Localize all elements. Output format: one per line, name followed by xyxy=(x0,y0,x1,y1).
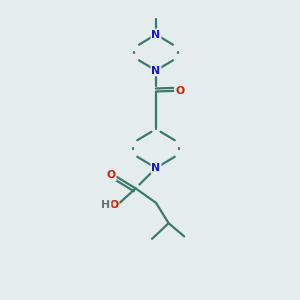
Text: N: N xyxy=(152,163,160,173)
Text: N: N xyxy=(152,65,160,76)
Text: O: O xyxy=(106,170,116,181)
Text: O: O xyxy=(110,200,118,210)
Text: N: N xyxy=(152,29,160,40)
Text: O: O xyxy=(176,86,184,96)
Text: H: H xyxy=(101,200,110,210)
